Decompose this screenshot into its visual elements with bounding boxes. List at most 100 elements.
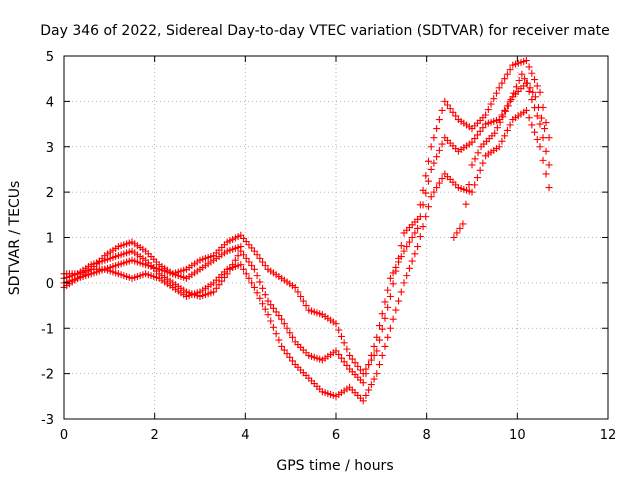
data-point <box>250 283 258 291</box>
y-tick-label: 0 <box>46 277 54 292</box>
data-point <box>356 366 364 374</box>
data-point <box>427 143 435 151</box>
data-point <box>525 87 533 95</box>
data-point <box>389 315 397 323</box>
data-point <box>261 305 269 313</box>
data-point <box>496 118 504 126</box>
data-point <box>522 57 530 65</box>
data-point <box>373 370 381 378</box>
data-point <box>397 253 405 261</box>
data-point <box>504 102 512 110</box>
data-point <box>335 351 343 359</box>
data-point <box>422 213 430 221</box>
data-point <box>523 79 531 87</box>
data-point <box>427 165 435 173</box>
y-axis-label: SDTVAR / TECUs <box>7 181 23 296</box>
data-point <box>502 107 510 115</box>
data-point <box>395 297 403 305</box>
data-point <box>536 88 544 96</box>
data-point <box>283 324 291 332</box>
data-point <box>438 140 446 148</box>
data-point <box>503 126 511 134</box>
data-point <box>337 354 345 362</box>
data-point <box>278 342 286 350</box>
data-point <box>416 233 424 241</box>
data-point <box>422 172 430 180</box>
x-tick-label: 2 <box>151 428 159 443</box>
data-point <box>264 311 272 319</box>
data-point <box>531 76 539 84</box>
data-point <box>267 317 275 325</box>
data-point <box>536 120 544 128</box>
data-point <box>473 131 481 139</box>
data-point <box>302 302 310 310</box>
data-point <box>450 234 458 241</box>
data-point <box>365 361 373 369</box>
data-point <box>384 286 392 294</box>
x-tick-label: 8 <box>423 428 431 443</box>
data-point <box>242 254 250 262</box>
data-point <box>433 184 441 192</box>
x-axis-label: GPS time / hours <box>276 458 393 474</box>
data-point <box>495 143 503 151</box>
y-tick-label: 2 <box>46 186 54 201</box>
data-point <box>414 243 422 251</box>
data-point <box>237 243 245 251</box>
data-point <box>231 256 239 264</box>
data-point <box>441 97 449 105</box>
data-point <box>471 135 479 143</box>
data-point <box>253 289 261 297</box>
data-point <box>465 181 473 189</box>
data-point <box>490 95 498 103</box>
data-point <box>479 124 487 132</box>
x-tick-label: 10 <box>509 428 526 443</box>
data-point <box>397 242 405 250</box>
data-point <box>539 134 547 142</box>
data-point <box>522 106 530 114</box>
data-point <box>498 79 506 87</box>
data-point <box>484 106 492 114</box>
data-point <box>286 353 294 361</box>
data-point <box>267 301 275 309</box>
data-point <box>541 125 549 133</box>
data-point <box>495 84 503 92</box>
data-point <box>340 358 348 366</box>
data-point <box>376 322 384 330</box>
data-point <box>456 224 464 232</box>
data-point <box>408 257 416 265</box>
y-tick-label: 3 <box>46 141 54 156</box>
data-point <box>503 70 511 78</box>
data-point <box>403 272 411 280</box>
data-point <box>539 156 547 164</box>
data-point <box>424 203 432 211</box>
data-point <box>272 330 280 338</box>
data-point <box>278 315 286 323</box>
data-point <box>384 333 392 341</box>
data-marks <box>60 57 553 405</box>
data-point <box>462 200 470 208</box>
data-point <box>501 75 509 83</box>
data-point <box>348 355 356 363</box>
data-point <box>528 69 536 77</box>
data-point <box>531 128 539 136</box>
data-point <box>414 224 422 232</box>
data-point <box>245 274 253 282</box>
data-point <box>531 93 539 101</box>
data-point <box>259 300 267 308</box>
data-point <box>340 339 348 347</box>
data-point <box>521 75 529 83</box>
data-point <box>261 262 269 270</box>
data-point <box>510 89 518 97</box>
data-point <box>343 361 351 369</box>
data-point <box>438 106 446 114</box>
data-point <box>392 306 400 314</box>
data-point <box>250 265 258 273</box>
data-point <box>365 386 373 394</box>
data-point <box>424 177 432 185</box>
data-point <box>534 103 542 111</box>
data-point <box>259 284 267 292</box>
data-point <box>542 119 550 127</box>
data-point <box>430 188 438 196</box>
data-point <box>459 220 467 228</box>
data-point <box>506 66 514 74</box>
